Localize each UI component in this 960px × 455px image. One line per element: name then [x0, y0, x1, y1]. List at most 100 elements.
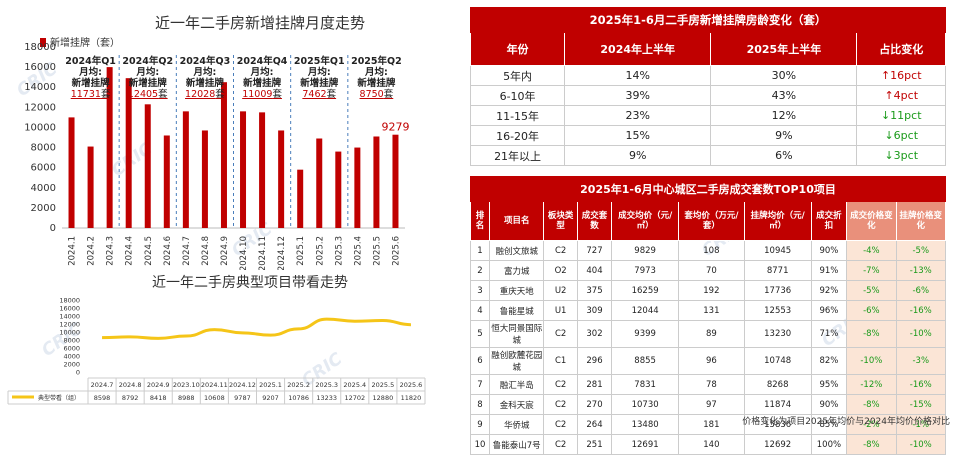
quarter-avg-annotation: 2024年Q3月均: 新增挂牌 12028套 — [175, 56, 235, 100]
x-tick-label: 2024.10 — [239, 236, 249, 270]
table-cell: 14% — [564, 65, 712, 86]
x-tick-label: 2024.6 — [163, 236, 173, 266]
table-cell: 90% — [810, 394, 848, 415]
table-cell: 96% — [810, 300, 848, 321]
quarter-sub: 新增挂牌 — [185, 78, 224, 89]
x-tick-label: 2024.12 — [229, 381, 256, 389]
table-cell: 270 — [576, 394, 613, 415]
table-cell: 108 — [678, 240, 745, 261]
table-cell: 10 — [469, 434, 491, 455]
table-cell: O2 — [543, 260, 578, 281]
top10-table-header: 套均价（万元/套） — [678, 201, 745, 241]
table-cell: 10730 — [611, 394, 680, 415]
table-cell: 6% — [710, 145, 858, 166]
x-tick-label: 2025.6 — [400, 381, 423, 389]
change-value: 16pct — [890, 69, 922, 82]
data-label: 13233 — [316, 394, 337, 402]
table-cell: -15% — [895, 394, 947, 415]
table-cell: 8268 — [743, 374, 812, 395]
quarter-avg-annotation: 2024年Q1月均: 新增挂牌 11731套 — [61, 56, 121, 100]
data-label: 11820 — [401, 394, 422, 402]
legend-swatch — [40, 38, 46, 47]
quarter-label: 2024年Q3月均: — [179, 56, 231, 78]
table-cell: C2 — [543, 434, 578, 455]
table-cell: -6% — [846, 300, 897, 321]
x-tick-label: 2025.3 — [315, 381, 338, 389]
change-value: 11pct — [890, 109, 922, 122]
table-cell: 181 — [678, 414, 745, 435]
arrow-down-icon: ↓ — [880, 109, 891, 122]
y-tick-label: 14000 — [59, 313, 80, 321]
table-cell: 11874 — [743, 394, 812, 415]
x-tick-label: 2023.10 — [173, 381, 200, 389]
x-tick-label: 2025.4 — [343, 381, 366, 389]
table-cell: 9% — [564, 145, 712, 166]
table-cell: 264 — [576, 414, 613, 435]
bar — [144, 104, 151, 228]
table-cell: 97 — [678, 394, 745, 415]
x-tick-label: 2025.2 — [315, 236, 325, 266]
table-cell: 91% — [810, 260, 848, 281]
monthly-listings-chart: 0 2000 4000 6000 8000 10000 12000 14000 16000 180… — [24, 42, 409, 270]
x-tick-label: 2024.8 — [119, 381, 142, 389]
data-label: 9279 — [381, 121, 409, 134]
age-table-caption: 2025年1-6月二手房新增挂牌房龄变化（套） — [470, 7, 946, 33]
data-label: 12880 — [373, 394, 394, 402]
table-cell: 30% — [710, 65, 858, 86]
table-row: 4 鲁能星城 U1 309 12044 131 12553 96% -6% -16% — [469, 300, 947, 321]
quarter-sub: 新增挂牌 — [357, 78, 396, 89]
table-cell: 融创欧麓花园城 — [489, 347, 545, 375]
x-tick-label: 2025.1 — [259, 381, 282, 389]
top10-projects-table: 2025年1-6月中心城区二手房成交套数TOP10项目 排名 项目名 板块类型 成交套… — [469, 176, 947, 455]
table-cell: 4 — [469, 300, 491, 321]
legend-label: 新增挂牌（套） — [50, 38, 120, 49]
price-change-note: 价格变化为项目2025年均价与2024年均价价格对比 — [742, 417, 950, 427]
table-cell: -12% — [846, 374, 897, 395]
table-cell: 281 — [576, 374, 613, 395]
x-tick-label: 2025.5 — [372, 236, 382, 266]
share-change-cell: ↓6pct — [856, 125, 946, 146]
table-cell: -7% — [846, 260, 897, 281]
table-cell: 恒大同景国际城 — [489, 320, 545, 348]
table-cell: C2 — [543, 320, 578, 348]
table-cell: 9829 — [611, 240, 680, 261]
table-cell: 140 — [678, 434, 745, 455]
table-cell: 404 — [576, 260, 613, 281]
quarter-avg-value: 12405套 — [127, 89, 168, 100]
data-label: 10786 — [288, 394, 309, 402]
quarter-avg-value: 7462套 — [302, 89, 337, 100]
y-tick-label: 8000 — [31, 143, 56, 154]
table-cell: 78 — [678, 374, 745, 395]
x-tick-label: 2024.7 — [182, 236, 192, 266]
y-tick-label: 12000 — [59, 321, 80, 329]
table-cell: -3% — [895, 347, 947, 375]
data-label: 9207 — [262, 394, 279, 402]
quarter-unit: 套 — [100, 89, 111, 100]
table-cell: 金科天宸 — [489, 394, 545, 415]
monthly-chart-title: 近一年二手房新增挂牌月度走势 — [154, 14, 365, 32]
table-cell: 82% — [810, 347, 848, 375]
table-cell: -8% — [846, 434, 897, 455]
table-cell: C2 — [543, 374, 578, 395]
viewing-chart-title: 近一年二手房典型项目带看走势 — [152, 275, 348, 291]
data-label: 9787 — [234, 394, 251, 402]
table-cell: 鲁能星城 — [489, 300, 545, 321]
bar — [373, 136, 380, 228]
table-cell: 富力城 — [489, 260, 545, 281]
table-cell: 251 — [576, 434, 613, 455]
change-value: 4pct — [893, 89, 919, 102]
x-tick-label: 2024.1 — [68, 236, 78, 266]
quarter-label: 2024年Q4月均: — [236, 56, 288, 78]
age-table-header: 年份 — [469, 32, 566, 66]
bar — [182, 111, 189, 228]
table-cell: 89 — [678, 320, 745, 348]
table-row: 2 富力城 O2 404 7973 70 8771 91% -7% -13% — [469, 260, 947, 281]
y-tick-label: 0 — [76, 369, 80, 377]
arrow-down-icon: ↓ — [884, 129, 894, 142]
bar — [163, 135, 170, 228]
table-cell: 融汇半岛 — [489, 374, 545, 395]
arrow-down-icon: ↓ — [884, 149, 894, 162]
top10-table-header: 项目名 — [489, 201, 545, 241]
bar — [335, 151, 342, 228]
share-change-cell: ↓3pct — [856, 145, 946, 166]
